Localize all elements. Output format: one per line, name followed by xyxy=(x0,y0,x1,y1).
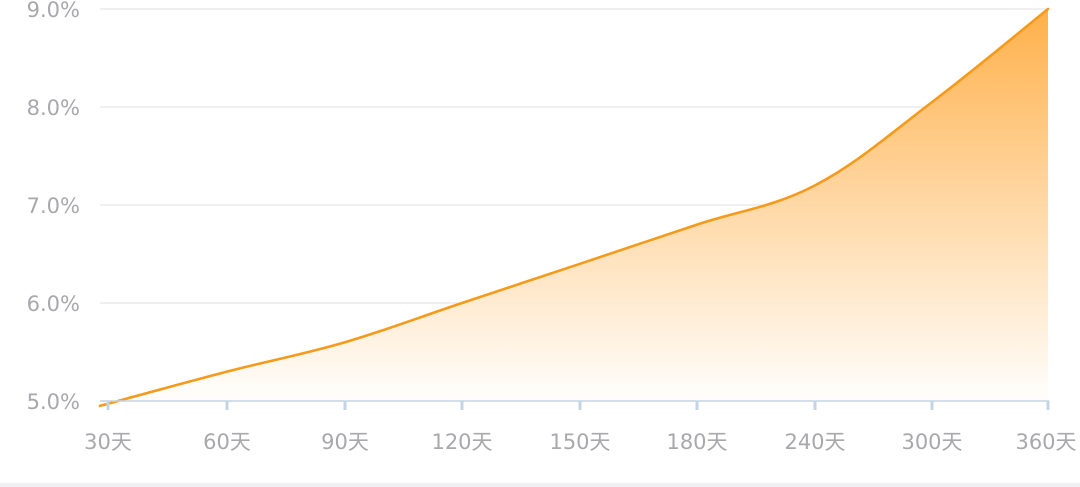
y-tick-label: 5.0% xyxy=(27,390,80,414)
x-tick-label: 30天 xyxy=(84,430,132,454)
y-tick-label: 9.0% xyxy=(27,0,80,22)
x-tick-label: 180天 xyxy=(666,430,727,454)
y-tick-label: 8.0% xyxy=(27,96,80,120)
x-tick-label: 60天 xyxy=(203,430,251,454)
x-tick-label: 150天 xyxy=(549,430,610,454)
x-tick-label: 240天 xyxy=(784,430,845,454)
y-tick-labels: 5.0% 6.0% 7.0% 8.0% 9.0% xyxy=(27,0,80,414)
area-fill-group xyxy=(100,9,1048,406)
bottom-divider xyxy=(0,483,1080,487)
x-axis xyxy=(100,400,1050,410)
series-line xyxy=(98,7,1050,408)
x-tick-label: 90天 xyxy=(321,430,369,454)
x-tick-label: 360天 xyxy=(1015,430,1076,454)
series-line-group xyxy=(98,7,1050,408)
y-tick-label: 7.0% xyxy=(27,194,80,218)
x-tick-label: 120天 xyxy=(431,430,492,454)
y-tick-label: 6.0% xyxy=(27,292,80,316)
x-tick-labels: 30天 60天 90天 120天 150天 180天 240天 300天 360天 xyxy=(84,430,1076,454)
area-fill xyxy=(100,9,1048,406)
x-tick-label: 300天 xyxy=(901,430,962,454)
